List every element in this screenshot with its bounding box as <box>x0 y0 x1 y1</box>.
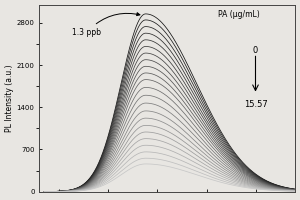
Y-axis label: PL Intensity (a.u.): PL Intensity (a.u.) <box>5 64 14 132</box>
Text: 1.3 ppb: 1.3 ppb <box>72 13 140 37</box>
Text: 15.57: 15.57 <box>244 100 267 109</box>
Text: PA (μg/mL): PA (μg/mL) <box>218 10 260 19</box>
Text: 0: 0 <box>253 46 258 55</box>
